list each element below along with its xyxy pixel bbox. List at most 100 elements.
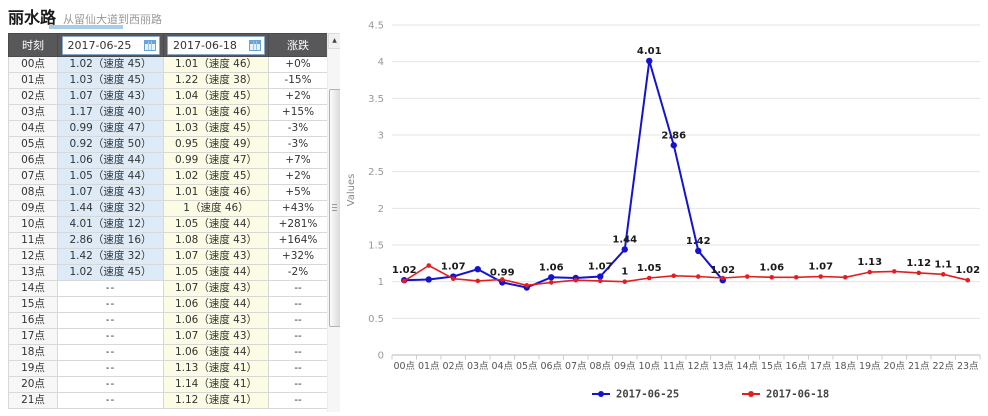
data-point[interactable]	[695, 274, 701, 279]
cell-change: --	[268, 344, 328, 361]
scrollbar-grip-icon	[332, 204, 337, 211]
grid-lines: 0 0.5 1 1.5 2 2.5 3 3.5 4 4.5	[368, 21, 980, 362]
cell-value-date1: 1.07（速度 43）	[57, 184, 164, 201]
data-point[interactable]	[646, 57, 653, 65]
data-point[interactable]	[425, 276, 432, 283]
comparison-chart: 0 0.5 1 1.5 2 2.5 3 3.5 4 4.5 Values 00点 01点 02点 03点 04…	[340, 0, 988, 412]
cell-value-date1: 1.02（速度 45）	[57, 264, 164, 281]
cell-change: +2%	[268, 88, 328, 105]
data-point-label: 1.42	[686, 236, 711, 247]
data-point[interactable]	[597, 278, 603, 284]
data-point[interactable]	[695, 247, 702, 255]
table-row: 19点 -- 1.13（速度 41） --	[8, 360, 328, 377]
data-point[interactable]	[548, 274, 555, 281]
page-title: 丽水路	[8, 8, 57, 27]
x-axis-tick-label: 21点	[908, 361, 930, 372]
cell-value-date2: 1.01（速度 46）	[163, 184, 269, 201]
data-point-label: 1.06	[539, 262, 564, 273]
x-axis-tick-label: 23点	[957, 361, 979, 372]
cell-value-date2: 1.02（速度 45）	[163, 168, 269, 185]
data-point[interactable]	[622, 279, 628, 284]
legend-item-2017-06-18[interactable]: 2017-06-18	[742, 389, 829, 401]
x-axis-tick-label: 18点	[834, 361, 856, 372]
table-row: 03点 1.17（速度 40） 1.01（速度 46） +15%	[8, 104, 328, 121]
calendar-icon[interactable]	[143, 39, 156, 51]
data-point[interactable]	[401, 278, 407, 284]
data-point[interactable]	[474, 266, 481, 273]
table-scrollbar[interactable]: ▲	[327, 33, 341, 412]
y-axis-tick-label: 4.5	[368, 21, 384, 32]
cell-time: 12点	[8, 248, 58, 265]
date-picker-end-value[interactable]: 2017-06-18	[173, 38, 237, 52]
data-point[interactable]	[450, 276, 456, 282]
data-point[interactable]	[524, 283, 530, 288]
legend-item-2017-06-25[interactable]: 2017-06-25	[592, 389, 679, 401]
data-point[interactable]	[670, 142, 677, 149]
cell-change: -15%	[268, 72, 328, 89]
data-point[interactable]	[965, 277, 971, 283]
cell-value-date2: 1.13（速度 41）	[163, 360, 269, 377]
column-header-time: 时刻	[8, 33, 58, 57]
cell-change: +15%	[268, 104, 328, 121]
cell-value-date2: 1.04（速度 45）	[163, 88, 269, 105]
data-point[interactable]	[793, 274, 799, 280]
data-point[interactable]	[940, 272, 946, 277]
data-point[interactable]	[891, 269, 897, 274]
table-row: 08点 1.07（速度 43） 1.01（速度 46） +5%	[8, 184, 328, 201]
table-row: 06点 1.06（速度 44） 0.99（速度 47） +7%	[8, 152, 328, 169]
cell-value-date1: --	[57, 280, 164, 297]
date-picker-start[interactable]: 2017-06-25	[61, 35, 160, 55]
data-point[interactable]	[573, 277, 579, 283]
data-point[interactable]	[475, 278, 481, 284]
cell-change: --	[268, 312, 328, 329]
cell-value-date2: 1.07（速度 43）	[163, 280, 269, 297]
table-row: 17点 -- 1.07（速度 43） --	[8, 328, 328, 345]
cell-value-date2: 1.07（速度 43）	[163, 328, 269, 345]
y-axis-title: Values	[346, 174, 357, 207]
cell-time: 00点	[8, 56, 58, 73]
data-point[interactable]	[671, 273, 677, 279]
y-axis-tick-label: 2.5	[368, 167, 384, 178]
data-point[interactable]	[769, 274, 775, 280]
x-axis-tick-label: 13点	[712, 361, 734, 372]
table-header-row: 时刻 2017-06-25 2017-06-18 涨跌	[8, 33, 328, 57]
data-point[interactable]	[548, 280, 554, 285]
cell-time: 05点	[8, 136, 58, 153]
y-axis-tick-label: 1.5	[368, 241, 384, 252]
data-point[interactable]	[744, 274, 750, 279]
data-point[interactable]	[597, 273, 604, 280]
cell-value-date1: 1.06（速度 44）	[57, 152, 164, 169]
cell-value-date1: 1.17（速度 40）	[57, 104, 164, 121]
data-point[interactable]	[426, 263, 432, 268]
data-point[interactable]	[842, 274, 848, 280]
cell-time: 10点	[8, 216, 58, 233]
cell-value-date2: 1.06（速度 44）	[163, 296, 269, 313]
line-chart: 0 0.5 1 1.5 2 2.5 3 3.5 4 4.5 Values 00点 01点 02点 03点 04…	[346, 21, 981, 401]
data-point-label: 1.05	[637, 263, 662, 274]
cell-value-date1: 1.05（速度 44）	[57, 168, 164, 185]
table-row: 07点 1.05（速度 44） 1.02（速度 45） +2%	[8, 168, 328, 185]
date-picker-start-value[interactable]: 2017-06-25	[67, 38, 132, 52]
data-point[interactable]	[499, 277, 505, 282]
date-picker-end[interactable]: 2017-06-18	[167, 35, 265, 55]
table-row: 20点 -- 1.14（速度 41） --	[8, 376, 328, 393]
cell-value-date2: 1.03（速度 45）	[163, 120, 269, 137]
table-row: 09点 1.44（速度 32） 1（速度 46） +43%	[8, 200, 328, 217]
calendar-icon[interactable]	[249, 39, 261, 51]
data-point[interactable]	[720, 275, 726, 281]
table-row: 11点 2.86（速度 16） 1.08（速度 43） +164%	[8, 232, 328, 249]
data-point[interactable]	[621, 246, 628, 253]
data-point[interactable]	[818, 274, 824, 279]
data-point[interactable]	[867, 269, 873, 275]
table-row: 12点 1.42（速度 32） 1.07（速度 43） +32%	[8, 248, 328, 265]
cell-time: 13点	[8, 264, 58, 281]
x-axis-tick-label: 05点	[516, 361, 538, 372]
y-axis-tick-label: 0	[378, 351, 384, 362]
data-point[interactable]	[646, 275, 652, 281]
cell-time: 21点	[8, 392, 58, 409]
cell-value-date1: 0.99（速度 47）	[57, 120, 164, 137]
cell-change: +281%	[268, 216, 328, 233]
data-point[interactable]	[916, 270, 922, 276]
cell-change: --	[268, 280, 328, 297]
cell-change: +5%	[268, 184, 328, 201]
